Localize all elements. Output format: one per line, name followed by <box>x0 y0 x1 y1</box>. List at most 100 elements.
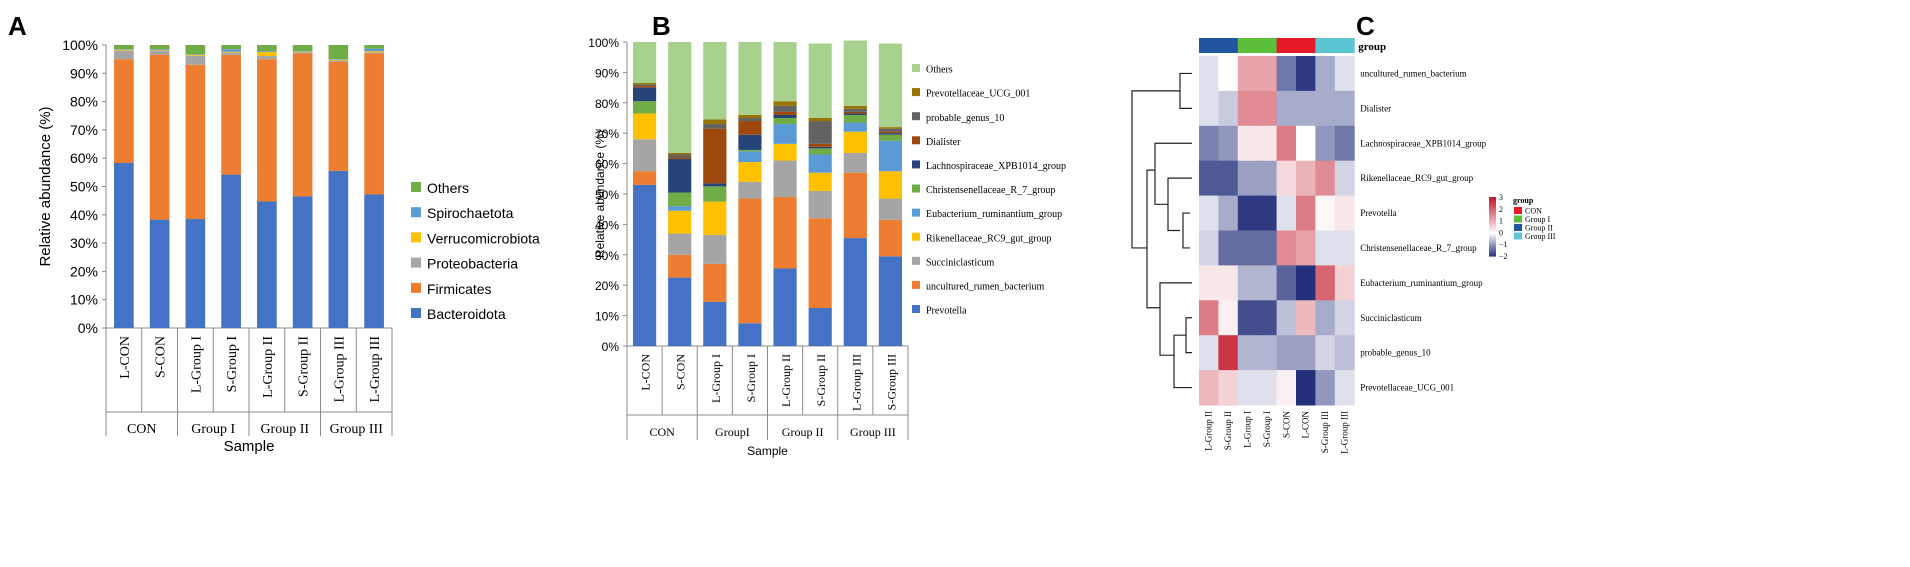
bar-segment <box>773 160 797 198</box>
bar-segment <box>668 254 692 278</box>
bar-segment <box>221 52 241 55</box>
bar-segment <box>773 114 797 118</box>
colorbar-segment <box>1489 201 1496 204</box>
heatmap-cell <box>1199 160 1219 197</box>
bar-segment <box>221 54 241 175</box>
bar-segment <box>114 49 134 50</box>
bar-segment <box>773 118 797 125</box>
colorbar-segment <box>1489 225 1496 228</box>
group-annotation-label: group <box>1358 41 1386 53</box>
bar-segment <box>703 201 727 236</box>
x-category-label: L-Group II <box>261 336 276 398</box>
heatmap-column-label: L-Group III <box>1340 411 1350 454</box>
heatmap-cell <box>1218 300 1239 336</box>
bar-segment <box>843 111 867 114</box>
heatmap-cell <box>1199 195 1219 231</box>
legend-label: Firmicates <box>427 281 492 297</box>
bar-segment <box>738 151 762 163</box>
heatmap-row-label: Rikenellaceae_RC9_gut_group <box>1360 173 1473 183</box>
bar-segment <box>221 49 241 52</box>
legend-label: Spirochaetota <box>427 205 514 221</box>
heatmap-cell <box>1237 90 1258 127</box>
bar-segment <box>738 162 762 182</box>
bar-segment <box>364 194 384 328</box>
bar-segment <box>668 154 692 158</box>
bar-segment <box>878 171 903 199</box>
heatmap-cell <box>1237 125 1258 162</box>
bar-segment <box>328 170 349 328</box>
heatmap-cell <box>1237 370 1258 406</box>
heatmap-cell <box>1257 230 1278 266</box>
x-category-label: S-Group II <box>297 336 312 397</box>
legend-swatch <box>411 257 421 268</box>
bar-segment <box>773 143 797 161</box>
bar-segment <box>328 61 349 171</box>
bar-segment <box>292 51 313 52</box>
colorbar-segment <box>1489 202 1496 205</box>
bar-segment <box>292 52 313 54</box>
legend-swatch <box>1514 215 1522 223</box>
heatmap-cell <box>1199 230 1219 266</box>
colorbar-segment <box>1489 247 1496 250</box>
legend-label: Prevotella <box>926 306 967 317</box>
heatmap-cell <box>1296 195 1316 231</box>
y-axis-title: Relative abundance (%) <box>593 130 607 258</box>
bar-segment <box>328 59 349 60</box>
colorbar-tick-label: 0 <box>1499 228 1503 237</box>
group-annotation-cell <box>1315 38 1336 53</box>
y-tick-label: 80% <box>595 97 619 111</box>
x-category-label: L-Group III <box>368 336 383 403</box>
y-tick-label: 10% <box>70 292 98 308</box>
legend-swatch <box>912 88 920 97</box>
bar-segment <box>328 60 349 62</box>
legend-label: Group I <box>1525 215 1550 224</box>
colorbar-segment <box>1489 244 1496 247</box>
y-tick-label: 20% <box>595 279 619 293</box>
heatmap-cell <box>1334 160 1355 197</box>
legend-label: Eubacterium_ruminantium_group <box>926 209 1062 220</box>
bar-segment <box>808 190 832 219</box>
colorbar-segment <box>1489 219 1496 222</box>
heatmap-cell <box>1334 195 1355 231</box>
bar-segment <box>738 118 762 122</box>
heatmap-cell <box>1237 160 1258 197</box>
bar-segment <box>257 51 277 53</box>
bar-segment <box>668 157 692 160</box>
heatmap-cell <box>1334 90 1355 127</box>
bar-segment <box>773 42 797 102</box>
y-tick-label: 100% <box>588 36 619 50</box>
bar-segment <box>738 42 762 115</box>
bar-segment <box>257 201 277 328</box>
legend-label: Others <box>427 180 469 196</box>
bar-segment <box>738 114 762 118</box>
legend-label: Proteobacteria <box>427 256 518 272</box>
heatmap-cell <box>1296 90 1316 127</box>
bar-segment <box>703 235 727 264</box>
heatmap-cell <box>1315 195 1336 231</box>
heatmap-column-label: S-Group I <box>1262 411 1272 447</box>
heatmap-column-label: S-Group III <box>1320 411 1330 453</box>
heatmap-cell <box>1334 230 1355 266</box>
bar-segment <box>149 49 170 51</box>
bar-segment <box>738 121 762 135</box>
bar-segment <box>668 152 692 155</box>
bar-segment <box>703 42 727 120</box>
x-category-label: S-CON <box>674 354 688 390</box>
y-tick-label: 40% <box>70 207 98 223</box>
x-category-label: L-Group I <box>189 336 204 393</box>
x-category-label: L-CON <box>118 336 133 379</box>
bar-segment <box>149 54 170 220</box>
bar-segment <box>773 268 797 346</box>
colorbar-segment <box>1489 239 1496 242</box>
bar-segment <box>668 159 692 193</box>
heatmap-cell <box>1237 230 1258 266</box>
heatmap-cell <box>1315 300 1336 336</box>
colorbar-segment <box>1489 250 1496 253</box>
heatmap-cell <box>1315 335 1336 371</box>
y-tick-label: 90% <box>595 66 619 80</box>
colorbar-tick-label: −1 <box>1499 240 1508 249</box>
panel-b-stacked-bar-chart: 0% 10% 20% 30% 40% 50% 60% 70% 80% 90% 100% Relativ… <box>588 36 1066 458</box>
legend-swatch <box>1514 207 1522 214</box>
x-category-label: L-Group II <box>779 354 793 407</box>
heatmap-cell <box>1276 125 1297 162</box>
